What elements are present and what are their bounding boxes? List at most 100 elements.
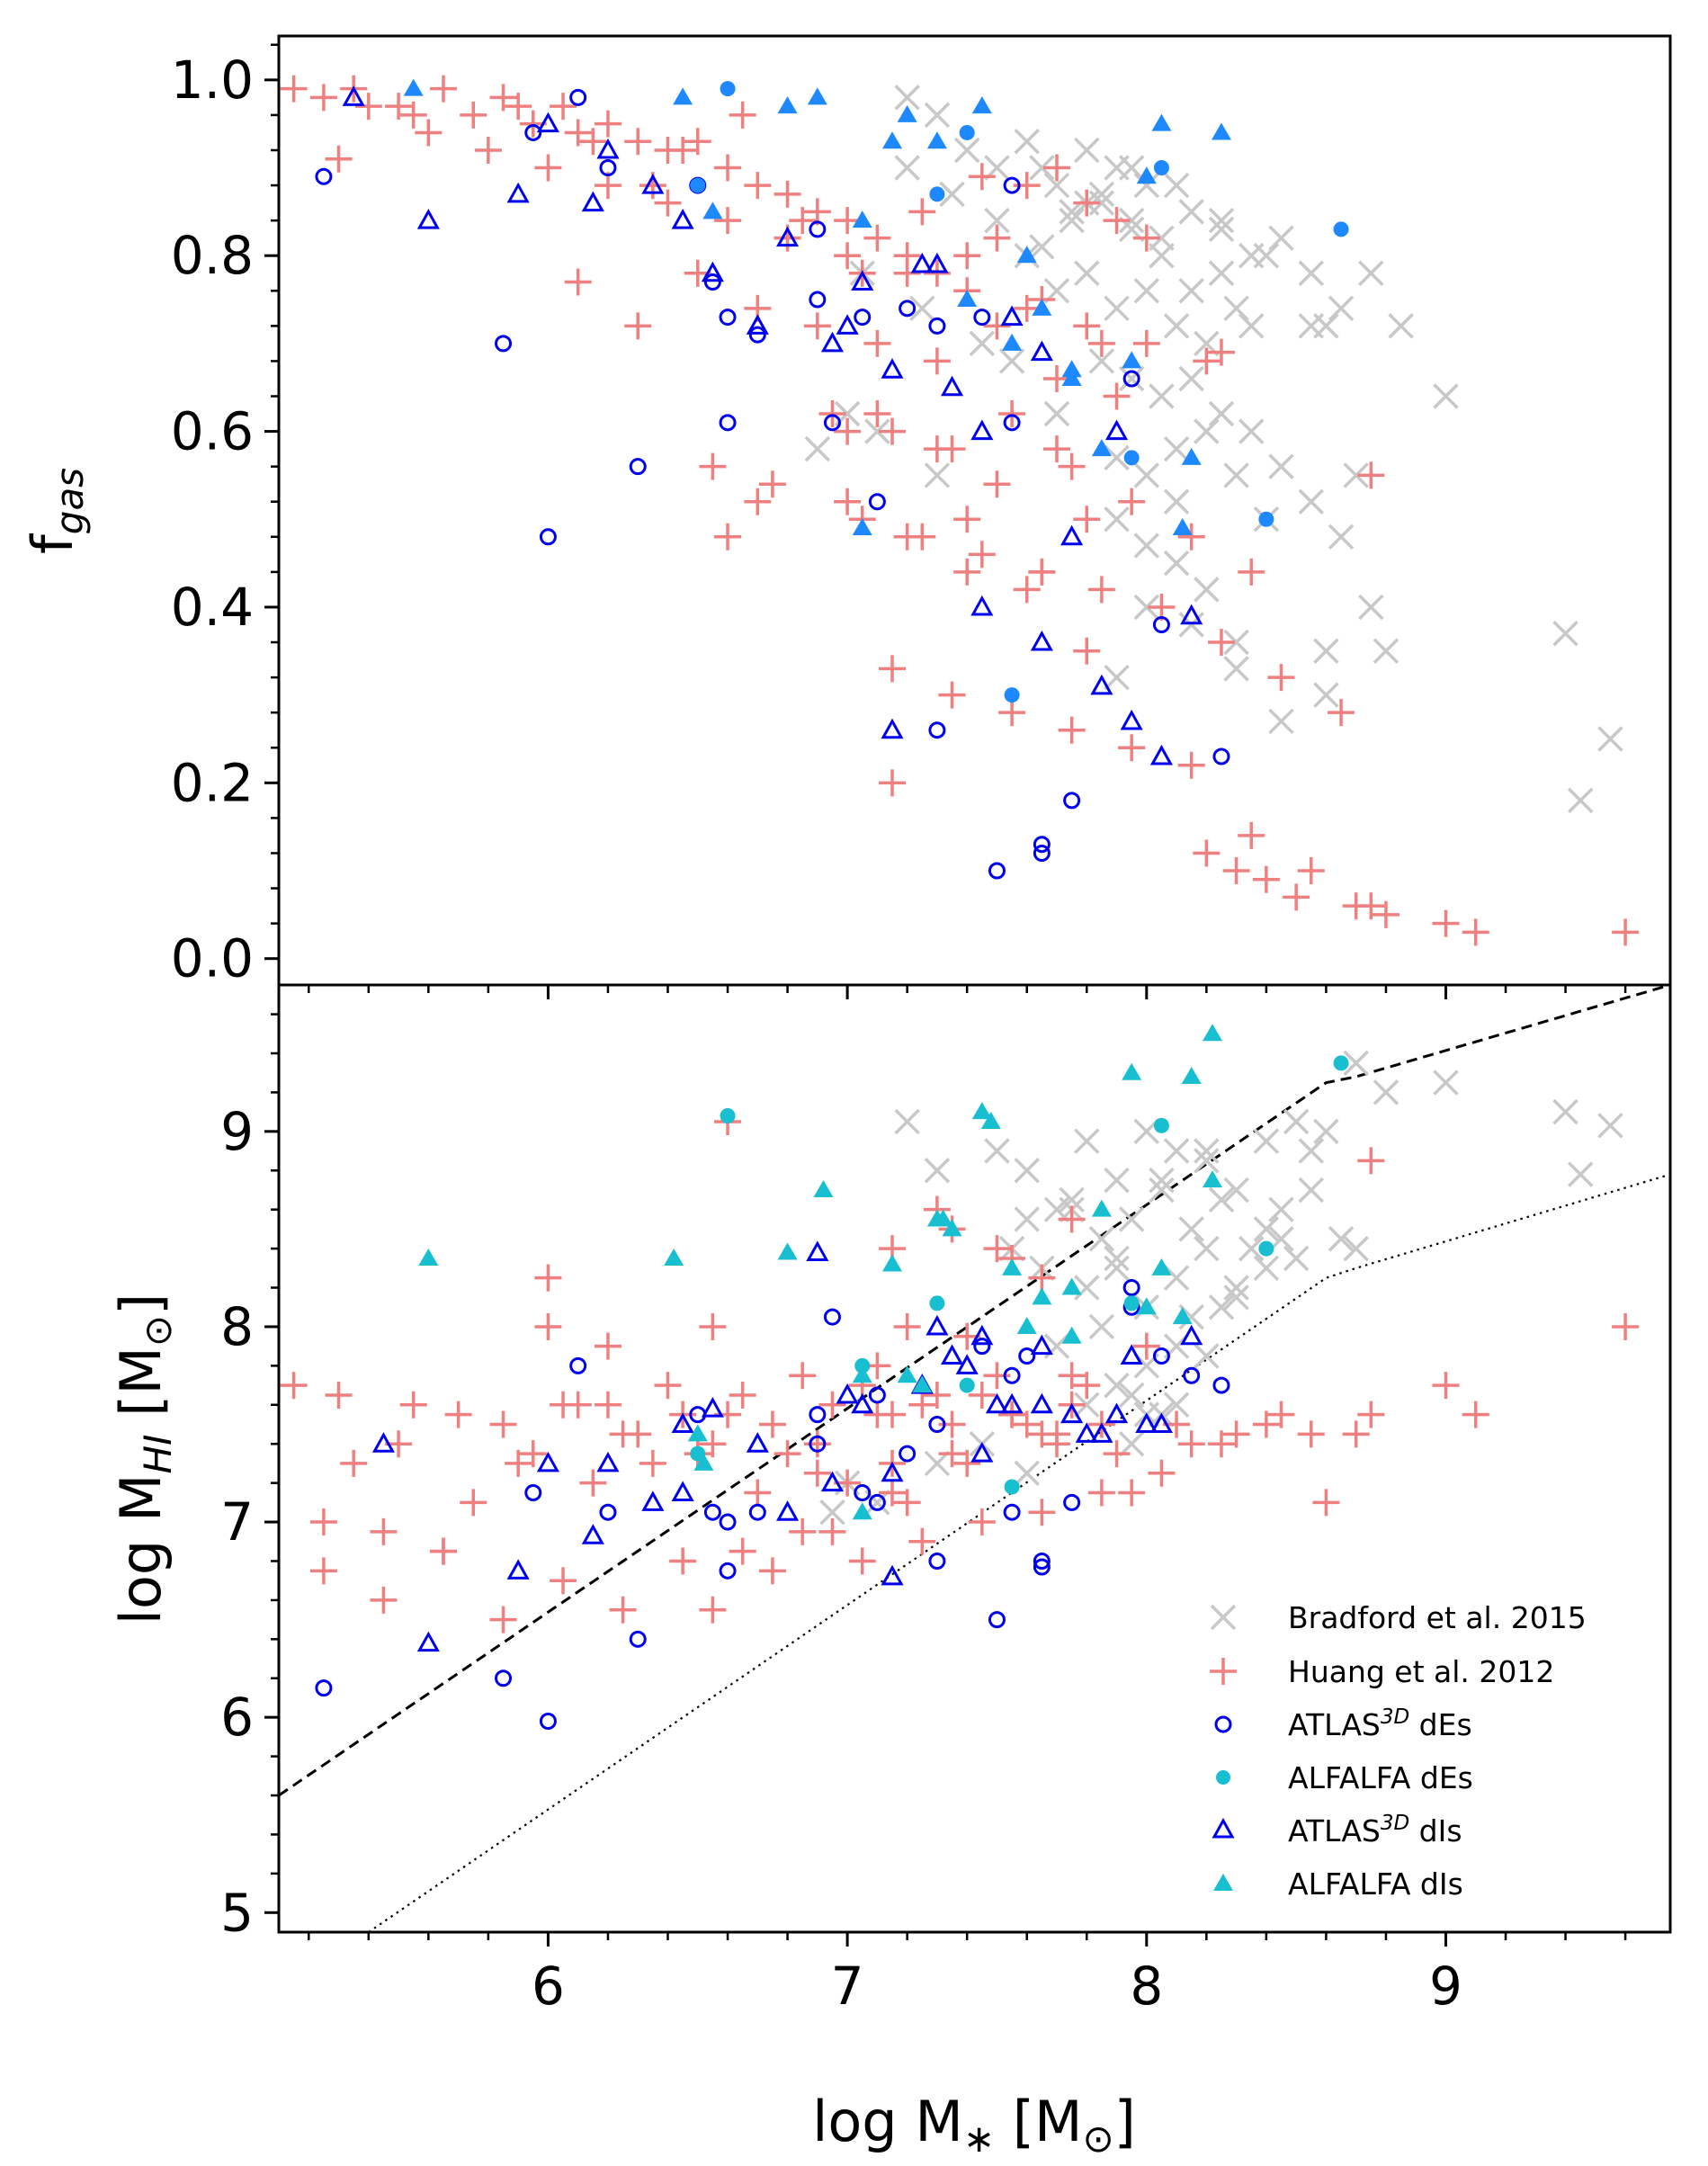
bottom-ylabel-main: log M — [108, 1474, 174, 1625]
bottom-point-bradford-et-al-2015 — [1298, 1138, 1325, 1164]
bottom-point-huang-et-al-2012 — [460, 1489, 487, 1517]
legend-label-huang: Huang et al. 2012 — [1288, 1654, 1554, 1689]
top-point-bradford-et-al-2015 — [1223, 462, 1249, 488]
top-point-alfalfa-des — [1258, 511, 1274, 527]
top-point-bradford-et-al-2015 — [1163, 172, 1190, 199]
top-point-alfalfa-dis — [673, 87, 693, 105]
bottom-point-alfalfa-des — [1258, 1240, 1274, 1257]
legend-marker-atlas-dis — [1212, 1817, 1235, 1839]
top-point-bradford-et-al-2015 — [1268, 225, 1294, 251]
top-point-bradford-et-al-2015 — [1043, 400, 1070, 427]
legend-label-atlas-des: ATLAS3D dEs — [1288, 1705, 1472, 1742]
top-point-huang-et-al-2012 — [1462, 918, 1489, 946]
top-point-bradford-et-al-2015 — [1029, 155, 1055, 181]
bottom-y-tick-label: 9 — [220, 1101, 254, 1162]
bottom-point-alfalfa-dis — [852, 1365, 872, 1383]
bottom-point-huang-et-al-2012 — [908, 1391, 936, 1419]
bottom-point-bradford-et-al-2015 — [1104, 1255, 1130, 1282]
bottom-point-huang-et-al-2012 — [1252, 1410, 1280, 1438]
top-point-bradford-et-al-2015 — [1313, 638, 1339, 665]
top-point-huang-et-al-2012 — [1073, 189, 1101, 217]
top-point-huang-et-al-2012 — [923, 259, 951, 287]
bottom-point-bradford-et-al-2015 — [1268, 1196, 1294, 1222]
bottom-point-huang-et-al-2012 — [1028, 1499, 1056, 1526]
legend-atlas-des-sup: 3D — [1381, 1705, 1409, 1729]
legend-atlas-des-post: dEs — [1409, 1707, 1471, 1742]
bottom-point-huang-et-al-2012 — [1207, 1430, 1235, 1458]
bottom-point-alfalfa-dis — [1181, 1067, 1202, 1085]
bottom-point-huang-et-al-2012 — [654, 1372, 682, 1400]
bottom-point-huang-et-al-2012 — [1013, 1410, 1041, 1438]
top-point-atlas3d-dis — [970, 595, 994, 616]
top-point-bradford-et-al-2015 — [1104, 444, 1130, 471]
bottom-point-atlas3d-des — [1003, 1503, 1021, 1521]
top-point-huang-et-al-2012 — [923, 435, 951, 463]
bottom-point-huang-et-al-2012 — [983, 1362, 1011, 1390]
top-point-bradford-et-al-2015 — [1373, 638, 1399, 665]
bottom-point-atlas3d-des — [928, 1552, 946, 1570]
legend-marker-bradford — [1210, 1604, 1237, 1631]
legend-marker-atlas-des — [1214, 1715, 1232, 1733]
top-point-huang-et-al-2012 — [834, 207, 862, 235]
top-point-huang-et-al-2012 — [863, 329, 891, 357]
top-point-atlas3d-dis — [641, 173, 665, 194]
top-point-atlas3d-dis — [671, 209, 694, 229]
bottom-point-huang-et-al-2012 — [1432, 1372, 1460, 1400]
top-point-bradford-et-al-2015 — [1178, 612, 1204, 638]
top-point-huang-et-al-2012 — [834, 242, 862, 270]
bottom-point-huang-et-al-2012 — [1357, 1401, 1385, 1428]
bottom-point-huang-et-al-2012 — [1058, 1205, 1086, 1233]
top-point-bradford-et-al-2015 — [1178, 199, 1204, 225]
top-point-alfalfa-dis — [1002, 333, 1023, 351]
top-point-alfalfa-dis — [1136, 166, 1157, 184]
top-point-bradford-et-al-2015 — [1178, 278, 1204, 304]
bottom-point-atlas3d-des — [1122, 1279, 1140, 1297]
top-point-bradford-et-al-2015 — [1552, 621, 1578, 647]
bottom-point-huang-et-al-2012 — [699, 1312, 727, 1340]
top-point-bradford-et-al-2015 — [909, 295, 935, 322]
bottom-point-atlas3d-dis — [985, 1392, 1009, 1414]
top-point-bradford-et-al-2015 — [1268, 708, 1294, 735]
top-point-alfalfa-dis — [1122, 351, 1142, 369]
bottom-point-huang-et-al-2012 — [789, 1517, 817, 1545]
bottom-point-huang-et-al-2012 — [429, 1537, 457, 1565]
top-point-bradford-et-al-2015 — [1133, 278, 1160, 304]
top-point-huang-et-al-2012 — [834, 488, 862, 515]
bottom-point-alfalfa-dis — [1151, 1258, 1172, 1275]
bottom-point-atlas3d-des — [1033, 1558, 1051, 1576]
top-panel-ticks: 0.0 0.2 0.4 0.6 0.8 1.0 — [171, 43, 1627, 999]
top-point-huang-et-al-2012 — [834, 417, 862, 445]
top-point-alfalfa-des — [1004, 687, 1020, 703]
bottom-point-bradford-et-al-2015 — [1253, 1128, 1280, 1154]
top-point-bradford-et-al-2015 — [1163, 435, 1190, 462]
top-point-atlas3d-des — [703, 273, 721, 291]
bottom-point-atlas3d-des — [539, 1713, 557, 1731]
bottom-point-bradford-et-al-2015 — [1328, 1226, 1355, 1252]
bottom-point-atlas3d-dis — [671, 1412, 694, 1434]
top-point-alfalfa-dis — [403, 78, 424, 96]
top-point-alfalfa-dis — [852, 518, 872, 536]
x-tick-label: 8 — [1130, 1956, 1163, 2017]
top-point-bradford-et-al-2015 — [1298, 313, 1325, 339]
dashed-line — [279, 985, 1670, 1797]
top-point-atlas3d-des — [868, 493, 886, 511]
top-point-alfalfa-dis — [777, 96, 798, 114]
top-point-atlas3d-des — [809, 291, 827, 309]
bottom-point-bradford-et-al-2015 — [1208, 1186, 1235, 1213]
bottom-point-bradford-et-al-2015 — [1014, 1206, 1040, 1232]
bottom-point-bradford-et-al-2015 — [1194, 1148, 1220, 1174]
top-point-huang-et-al-2012 — [429, 75, 457, 103]
top-point-atlas3d-dis — [1030, 340, 1053, 362]
top-point-atlas3d-des — [928, 721, 946, 739]
bottom-point-alfalfa-dis — [1061, 1277, 1082, 1295]
top-point-atlas3d-dis — [940, 375, 964, 397]
top-point-alfalfa-dis — [926, 131, 947, 149]
top-point-atlas3d-dis — [1149, 744, 1173, 765]
bottom-ylabel-unit: [M — [108, 1347, 174, 1434]
top-point-bradford-et-al-2015 — [1104, 295, 1130, 322]
bottom-point-huang-et-al-2012 — [309, 1508, 337, 1536]
top-point-huang-et-al-2012 — [1103, 382, 1131, 410]
top-scatter-points — [280, 75, 1640, 946]
bottom-point-bradford-et-al-2015 — [1208, 1294, 1235, 1320]
bottom-point-huang-et-al-2012 — [879, 1479, 907, 1507]
